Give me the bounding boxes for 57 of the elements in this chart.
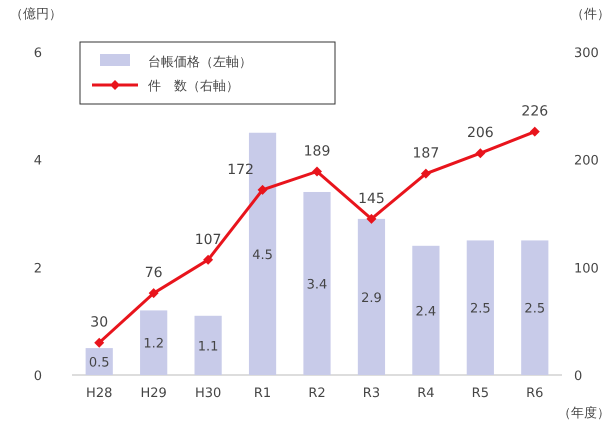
y-axis-title: （億円） (10, 7, 62, 22)
x-tick-label: R2 (308, 386, 326, 401)
data-label: 2.4 (416, 304, 436, 320)
bar (412, 246, 440, 375)
point (148, 288, 159, 298)
bar (194, 316, 222, 375)
x-tick-label: R4 (417, 386, 435, 401)
y2-axis-title: （件） (571, 7, 610, 22)
y2-tick-label: 100 (574, 261, 599, 276)
x-tick-label: H30 (194, 386, 222, 401)
y2-tick-label: 0 (574, 369, 582, 384)
x-axis-title: （年度） (558, 405, 610, 421)
data-label: 172 (227, 162, 254, 178)
data-label: 226 (521, 104, 548, 120)
data-label: 3.4 (306, 277, 328, 292)
x-tick-label: R3 (362, 386, 380, 401)
data-label: 187 (412, 146, 440, 162)
x-tick-label: R5 (472, 386, 489, 401)
bar (358, 218, 386, 375)
data-label: 76 (144, 265, 163, 282)
x-tick-label: R1 (254, 386, 272, 401)
point (258, 184, 268, 195)
bar (303, 192, 331, 375)
y-tick-label: 4 (34, 154, 42, 169)
y2-tick-label: 200 (574, 154, 599, 169)
x-tick-label: R6 (526, 386, 544, 401)
data-label: 107 (194, 232, 222, 248)
legend-label: 件 数（右軸） (148, 79, 239, 94)
data-label: 2.5 (470, 302, 491, 317)
data-label: 2.9 (361, 290, 382, 306)
point (203, 254, 214, 265)
data-label: 1.2 (143, 336, 164, 352)
bar (466, 240, 494, 375)
bar (140, 310, 168, 375)
bar (521, 240, 548, 375)
bar (86, 348, 113, 375)
data-label: 189 (304, 144, 330, 160)
data-label: 30 (90, 314, 108, 331)
data-label: 0.5 (88, 356, 110, 371)
y2-tick-label: 300 (574, 46, 599, 61)
data-label: 145 (358, 190, 385, 207)
point (94, 338, 104, 348)
data-label: 206 (466, 125, 494, 142)
data-label: 1.1 (198, 339, 218, 354)
point (420, 168, 431, 179)
y-tick-label: 2 (34, 261, 42, 276)
data-label: 2.5 (524, 302, 546, 317)
point (475, 148, 486, 158)
x-tick-label: H28 (86, 386, 112, 401)
point (366, 214, 376, 224)
y-tick-label: 0 (34, 369, 42, 384)
x-tick-label: H29 (140, 386, 167, 401)
point (312, 166, 322, 177)
point (530, 126, 540, 137)
legend-label: 台帳価格（左軸） (148, 55, 252, 70)
data-label: 4.5 (252, 248, 273, 263)
y-tick-label: 6 (34, 46, 42, 61)
